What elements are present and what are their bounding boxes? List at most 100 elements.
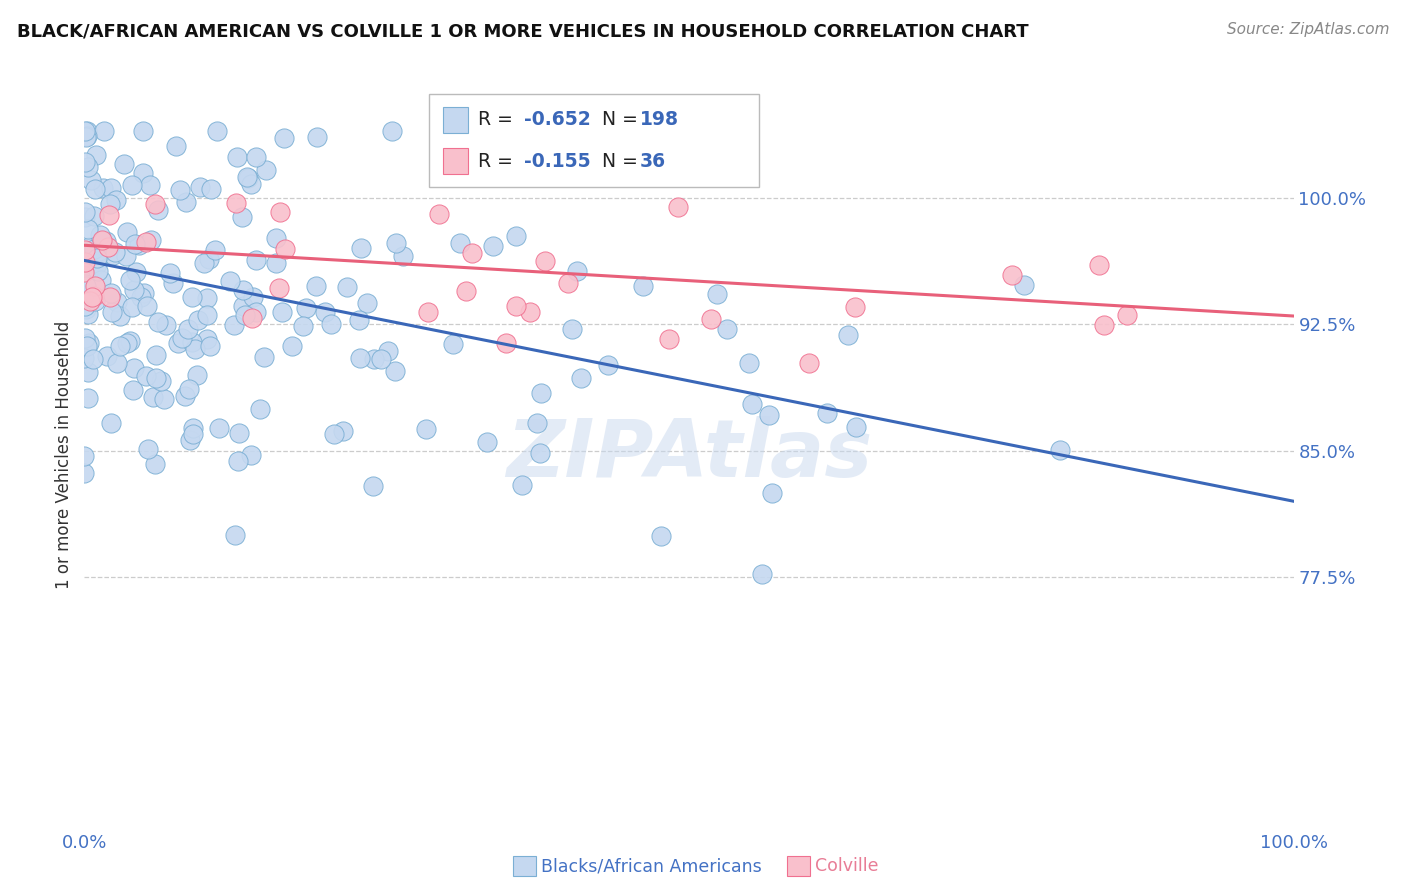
Point [530, 386, 553, 401]
Point [121, 384, 143, 398]
Point [86, 251, 108, 265]
Point [495, 335, 517, 350]
Point [716, 321, 738, 335]
Point [105, 294, 128, 309]
Point [737, 355, 759, 369]
Point [225, 195, 247, 210]
Point [174, 195, 197, 210]
Point [815, 406, 838, 420]
Point [377, 344, 399, 359]
Point [236, 171, 259, 186]
Point [336, 280, 359, 294]
Point [305, 279, 328, 293]
Point [254, 162, 277, 177]
Point [145, 371, 167, 385]
Point [332, 424, 354, 438]
Point [139, 233, 162, 247]
Point [169, 183, 191, 197]
Point [349, 313, 371, 327]
Point [104, 245, 127, 260]
Point [179, 382, 201, 396]
Point [350, 241, 373, 255]
Point [218, 274, 240, 288]
Point [89, 227, 111, 242]
Point [115, 225, 138, 239]
Point [104, 193, 127, 207]
Text: Colville: Colville [815, 857, 879, 875]
Point [73, 299, 96, 313]
Point [73, 351, 96, 365]
Point [100, 286, 122, 301]
Point [153, 392, 176, 406]
Point [184, 342, 207, 356]
Point [75, 301, 97, 316]
Point [204, 243, 226, 257]
Point [79, 293, 101, 308]
Point [349, 351, 371, 365]
Point [844, 300, 866, 314]
Point [114, 157, 136, 171]
Point [195, 308, 218, 322]
Point [198, 339, 221, 353]
Point [385, 235, 408, 250]
Point [76, 365, 98, 379]
Point [90, 240, 112, 254]
Point [77, 260, 100, 274]
Point [571, 371, 593, 385]
Point [124, 265, 146, 279]
Y-axis label: 1 or more Vehicles in Household: 1 or more Vehicles in Household [55, 321, 73, 589]
Point [245, 253, 267, 268]
Point [98, 208, 121, 222]
Point [266, 231, 288, 245]
Point [188, 179, 211, 194]
Point [120, 273, 142, 287]
Point [292, 318, 315, 333]
Point [73, 274, 96, 288]
Point [307, 129, 329, 144]
Point [567, 264, 589, 278]
Point [533, 254, 555, 268]
Point [75, 205, 97, 219]
Point [82, 290, 104, 304]
Point [124, 236, 146, 251]
Point [128, 238, 150, 252]
Text: 36: 36 [640, 152, 666, 170]
Point [1014, 277, 1036, 292]
Point [77, 245, 100, 260]
Point [181, 426, 204, 441]
Point [427, 207, 450, 221]
Point [598, 358, 620, 372]
Point [148, 202, 170, 217]
Point [319, 317, 342, 331]
Point [454, 284, 477, 298]
Point [658, 332, 681, 346]
Point [475, 435, 498, 450]
Point [76, 391, 98, 405]
Point [274, 243, 297, 257]
Point [75, 129, 97, 144]
Point [131, 166, 153, 180]
Point [245, 305, 267, 319]
Point [73, 124, 96, 138]
Point [90, 273, 112, 287]
Point [83, 210, 105, 224]
Point [94, 234, 117, 248]
Point [195, 291, 218, 305]
Point [100, 181, 122, 195]
Point [224, 528, 246, 542]
Point [181, 421, 204, 435]
Point [240, 311, 263, 326]
Point [108, 339, 131, 353]
Point [239, 177, 262, 191]
Point [139, 178, 162, 193]
Point [176, 322, 198, 336]
Point [162, 276, 184, 290]
Point [557, 276, 579, 290]
Point [797, 355, 820, 369]
Point [361, 479, 384, 493]
Point [165, 138, 187, 153]
Point [845, 420, 868, 434]
Point [226, 454, 249, 468]
Point [84, 293, 107, 308]
Point [129, 289, 152, 303]
